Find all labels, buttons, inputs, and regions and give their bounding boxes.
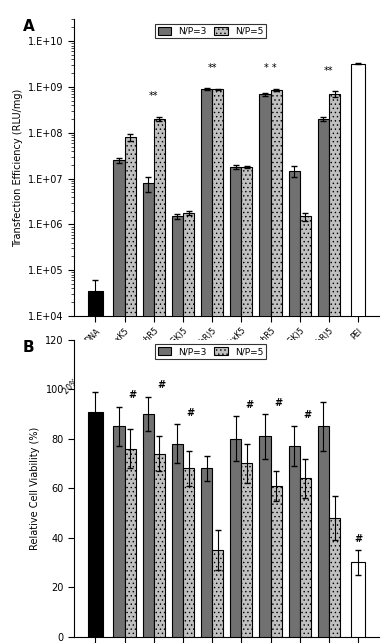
Text: #: #: [128, 390, 136, 401]
Text: **: **: [149, 91, 158, 102]
Bar: [125, 449, 136, 637]
Bar: [143, 183, 154, 643]
Y-axis label: Transfection Efficiency (RLU/mg): Transfection Efficiency (RLU/mg): [13, 89, 23, 247]
Text: B: B: [22, 340, 34, 355]
Bar: [183, 468, 194, 637]
Bar: [260, 94, 271, 643]
Bar: [300, 478, 311, 637]
Text: **: **: [208, 63, 217, 73]
Bar: [241, 464, 253, 637]
Bar: [154, 453, 165, 637]
Bar: [351, 563, 366, 637]
Legend: N/P=3, N/P=5: N/P=3, N/P=5: [155, 344, 266, 359]
Bar: [172, 216, 183, 643]
Bar: [329, 518, 340, 637]
Bar: [271, 90, 282, 643]
Text: * *: * *: [264, 64, 277, 73]
Text: A: A: [22, 19, 34, 34]
Bar: [260, 436, 271, 637]
Bar: [88, 291, 102, 643]
Bar: [172, 444, 183, 637]
Bar: [318, 426, 329, 637]
Bar: [201, 89, 212, 643]
Bar: [271, 485, 282, 637]
Bar: [154, 119, 165, 643]
Bar: [230, 439, 241, 637]
Text: #: #: [303, 410, 312, 420]
Bar: [143, 414, 154, 637]
Bar: [125, 137, 136, 643]
Y-axis label: Relative Cell Viability (%): Relative Cell Viability (%): [30, 426, 40, 550]
Bar: [212, 550, 223, 637]
Text: **: **: [324, 66, 334, 76]
Bar: [201, 468, 212, 637]
Text: #: #: [354, 534, 362, 544]
Legend: N/P=3, N/P=5: N/P=3, N/P=5: [155, 24, 266, 39]
Bar: [230, 167, 241, 643]
Text: #: #: [274, 398, 283, 408]
Bar: [329, 94, 340, 643]
Bar: [113, 160, 125, 643]
Bar: [351, 64, 366, 643]
Bar: [241, 167, 253, 643]
Bar: [183, 213, 194, 643]
Text: #: #: [187, 408, 195, 418]
Bar: [289, 446, 300, 637]
Text: #: #: [158, 381, 166, 390]
Bar: [318, 119, 329, 643]
Bar: [212, 89, 223, 643]
Bar: [300, 216, 311, 643]
Bar: [289, 170, 300, 643]
Bar: [113, 426, 125, 637]
Bar: [88, 412, 102, 637]
Text: #: #: [245, 401, 253, 410]
